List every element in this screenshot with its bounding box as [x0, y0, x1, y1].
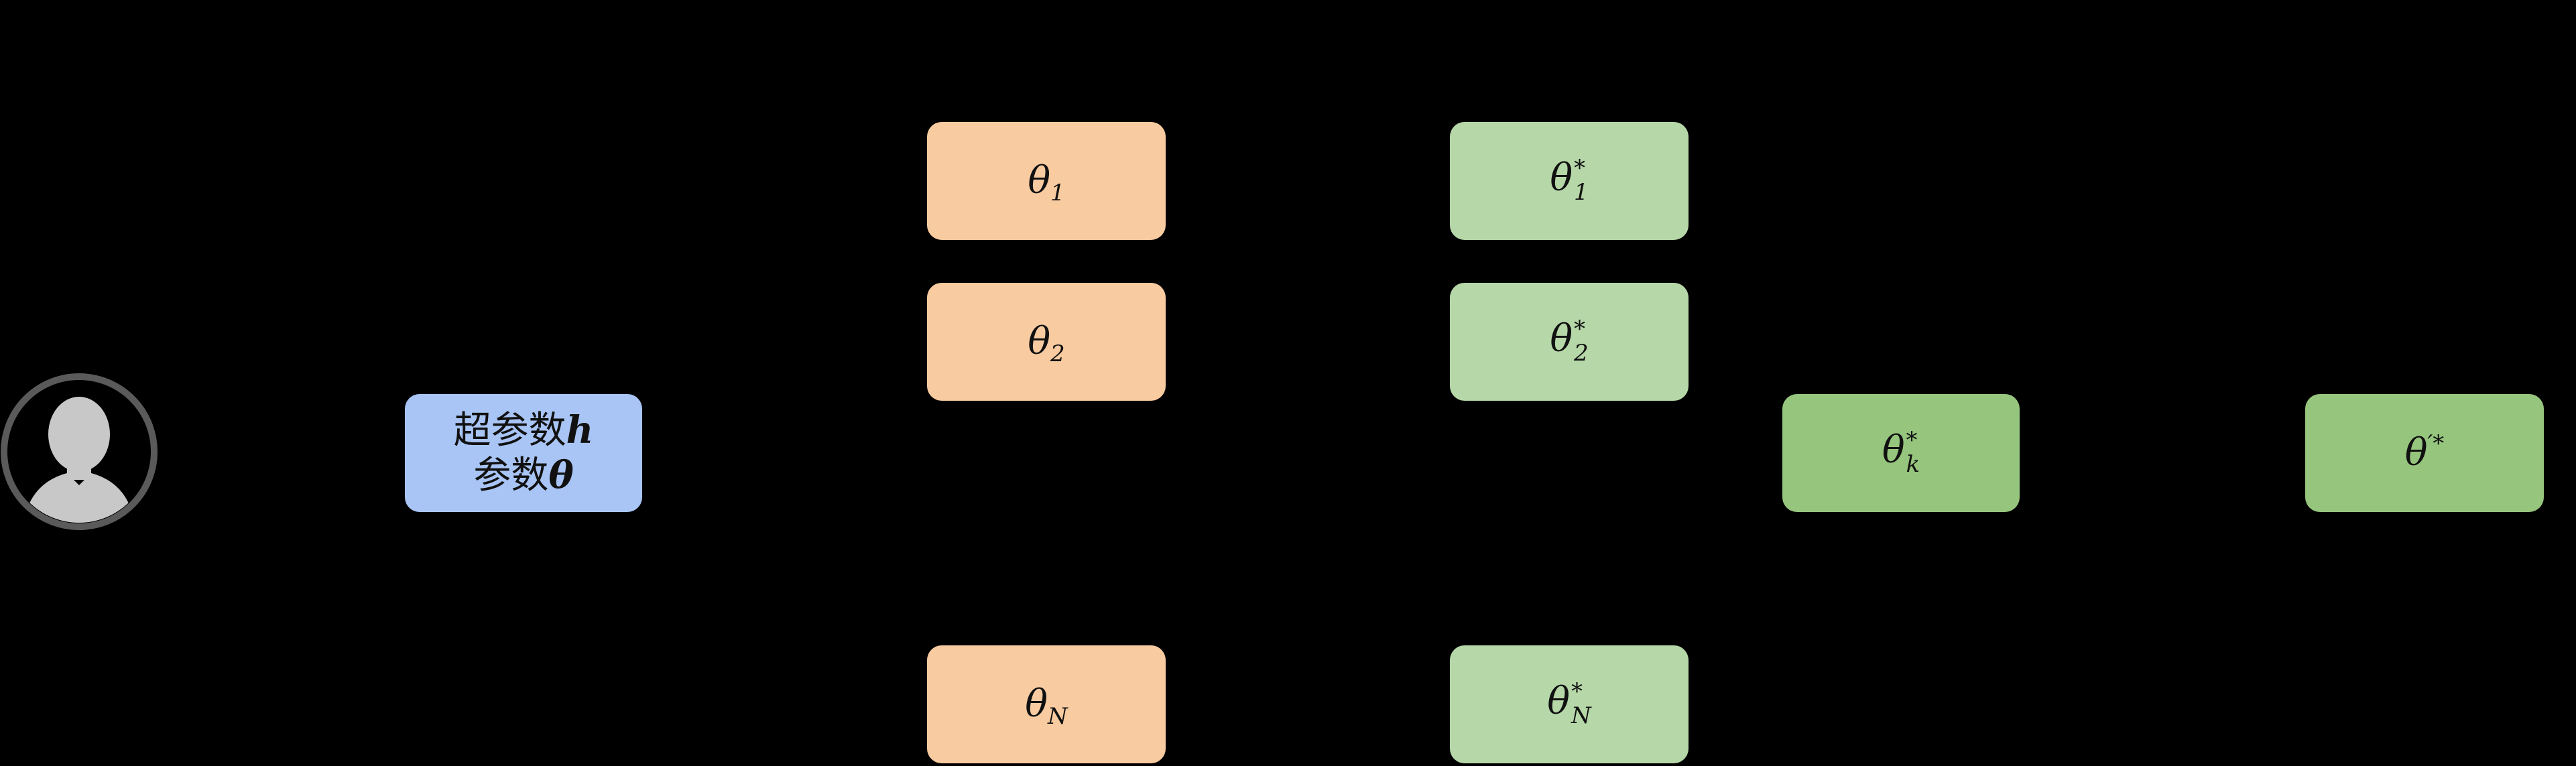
final-theta-prime-label: θ′* — [2404, 430, 2445, 474]
final-theta-prime: θ′* — [2305, 394, 2544, 512]
trained-theta-n: θ * N — [1450, 645, 1689, 763]
parameter-var: θ — [548, 453, 574, 497]
candidate-theta-1-label: θ1 — [1028, 159, 1065, 206]
candidate-theta-1: θ1 — [927, 122, 1166, 240]
candidate-theta-n: θN — [927, 645, 1166, 763]
trained-theta-1: θ * 1 — [1450, 122, 1689, 240]
parameter-label: 参数 — [473, 454, 549, 497]
selected-theta-k-label: θ * k — [1882, 427, 1920, 478]
candidate-theta-2-label: θ2 — [1028, 320, 1065, 367]
hyperparameter-line: 超参数h — [454, 408, 594, 453]
parameter-line: 参数θ — [473, 453, 573, 498]
candidate-theta-n-label: θN — [1025, 682, 1068, 730]
trained-theta-2-label: θ * 2 — [1550, 316, 1589, 367]
trained-theta-2: θ * 2 — [1450, 283, 1689, 401]
trained-theta-n-label: θ * N — [1547, 678, 1591, 729]
selected-theta-k: θ * k — [1782, 394, 2020, 512]
trained-theta-1-label: θ * 1 — [1550, 155, 1589, 206]
hyperparameter-label: 超参数 — [453, 408, 566, 452]
hyperparameter-var: h — [566, 407, 594, 452]
hyperparameter-box: 超参数h 参数θ — [405, 394, 642, 512]
user-avatar-icon — [1, 373, 158, 530]
candidate-theta-2: θ2 — [927, 283, 1166, 401]
